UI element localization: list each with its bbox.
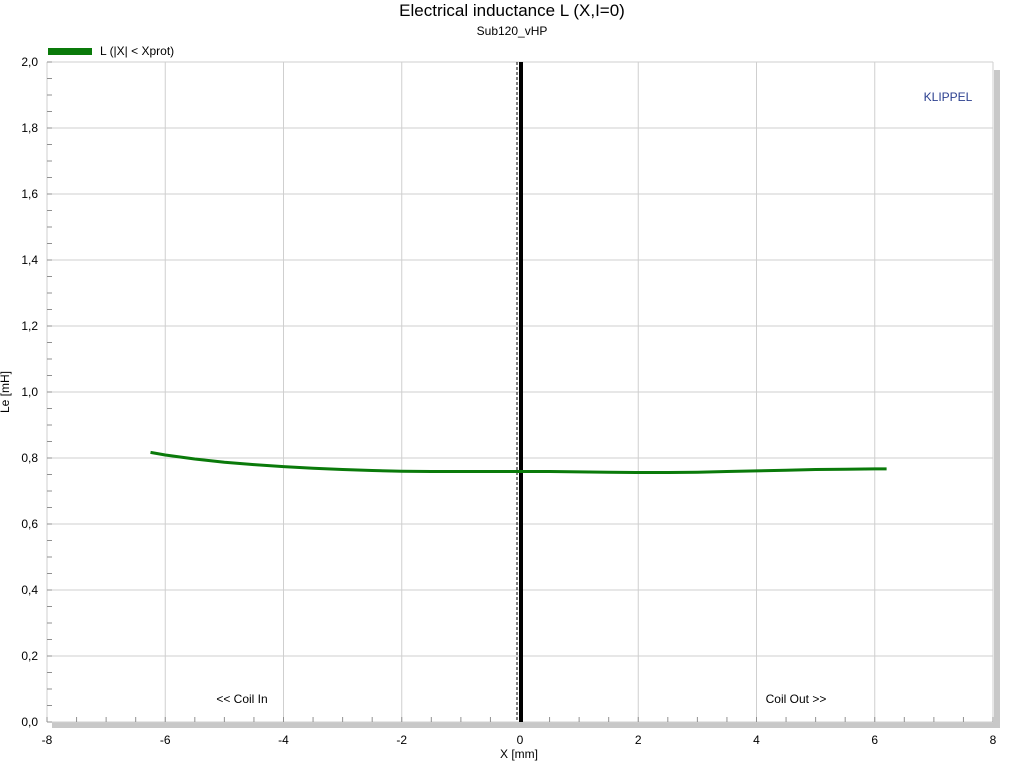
x-tick-label: -6 [160, 733, 171, 747]
chart-subtitle: Sub120_vHP [476, 24, 548, 38]
x-tick-label: 6 [871, 733, 878, 747]
klippel-brand: KLIPPEL [924, 90, 973, 104]
y-tick-label: 0,4 [21, 583, 38, 597]
series-group [150, 450, 887, 474]
legend-swatch [48, 47, 92, 55]
x-tick-label: 2 [635, 733, 642, 747]
y-tick-label: 0,2 [21, 649, 38, 663]
y-tick-label: 1,2 [21, 319, 38, 333]
x-tick-label: 4 [753, 733, 760, 747]
series-line [150, 450, 887, 474]
x-tick-label: -4 [278, 733, 289, 747]
y-tick-label: 0,8 [21, 451, 38, 465]
coil-out-annotation: Coil Out >> [766, 692, 827, 706]
y-tick-label: 1,0 [21, 385, 38, 399]
coil-in-annotation: << Coil In [216, 692, 267, 706]
y-tick-label: 1,6 [21, 187, 38, 201]
y-tick-label: 1,4 [21, 253, 38, 267]
legend-label: L (|X| < Xprot) [100, 44, 175, 58]
x-tick-label: -8 [42, 733, 53, 747]
plot-shadow-bottom [52, 722, 1000, 728]
y-tick-label: 0,6 [21, 517, 38, 531]
plot-shadow-right [994, 70, 1000, 728]
y-tick-labels: 0,0 0,2 0,4 0,6 0,8 1,0 1,2 1,4 1,6 1,8 2,0 [21, 55, 38, 729]
x-tick-label: -2 [396, 733, 407, 747]
y-tick-label: 1,8 [21, 121, 38, 135]
x-tick-label: 0 [517, 733, 524, 747]
y-tick-label: 2,0 [21, 55, 38, 69]
legend: L (|X| < Xprot) [48, 43, 174, 59]
x-axis-title: X [mm] [500, 747, 538, 761]
x-tick-label: 8 [990, 733, 997, 747]
y-tick-label: 0,0 [21, 715, 38, 729]
x-tick-labels: -8 -6 -4 -2 0 2 4 6 8 [42, 733, 997, 747]
y-axis-title: Le [mH] [0, 371, 12, 413]
chart-title: Electrical inductance L (X,I=0) [399, 1, 625, 20]
